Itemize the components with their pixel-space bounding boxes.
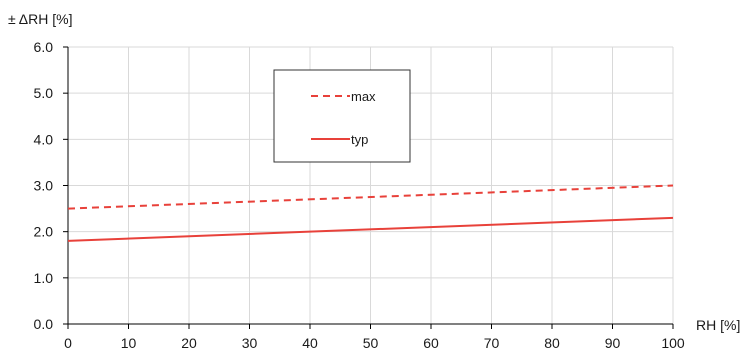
- series: [67, 184, 674, 242]
- legend: max typ: [273, 69, 411, 163]
- x-tick-label: 0: [64, 335, 72, 351]
- legend-label-typ: typ: [351, 132, 368, 147]
- x-tick-label: 100: [661, 335, 685, 351]
- y-tick-label: 5.0: [34, 85, 54, 101]
- x-tick-label: 60: [423, 335, 439, 351]
- tick-labels: 0 10 20 30 40 50 60 70 80 90 100 0.0 1.0 2.0 3.0 4.0 5.0…: [34, 39, 685, 351]
- series-line-max: [67, 184, 674, 210]
- x-tick-label: 30: [242, 335, 258, 351]
- x-tick-label: 40: [302, 335, 318, 351]
- y-tick-label: 4.0: [34, 131, 54, 147]
- x-tick-label: 90: [605, 335, 621, 351]
- x-tick-label: 70: [484, 335, 500, 351]
- x-tick-label: 20: [181, 335, 197, 351]
- legend-box: [273, 69, 411, 163]
- series-line-typ: [67, 216, 674, 242]
- x-tick-label: 80: [544, 335, 560, 351]
- x-tick-label: 10: [121, 335, 137, 351]
- y-axis-title: ± ΔRH [%]: [8, 11, 73, 27]
- y-tick-label: 2.0: [34, 224, 54, 240]
- y-tick-label: 6.0: [34, 39, 54, 55]
- y-tick-label: 0.0: [34, 316, 54, 332]
- x-tick-label: 50: [363, 335, 379, 351]
- x-axis-title: RH [%]: [696, 317, 740, 333]
- axes: [63, 46, 674, 329]
- y-tick-label: 1.0: [34, 270, 54, 286]
- legend-label-max: max: [351, 89, 376, 104]
- y-tick-label: 3.0: [34, 178, 54, 194]
